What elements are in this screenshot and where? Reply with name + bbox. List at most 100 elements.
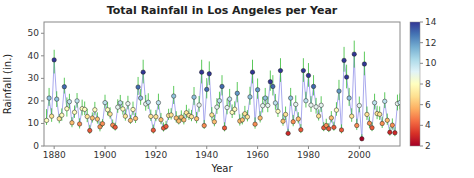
y-tick [41,146,44,147]
data-point [118,101,122,105]
data-point [82,107,86,111]
data-point [347,96,351,100]
y-tick-label: 10 [28,118,40,128]
data-point [233,107,237,111]
data-point [105,108,109,112]
data-point [337,89,341,93]
data-point [202,123,206,127]
x-tick-label: 1900 [94,150,117,160]
data-point [240,118,244,122]
data-point [235,91,239,95]
data-point [217,99,221,103]
data-point [52,58,56,62]
x-tick-label: 1880 [43,150,66,160]
y-tick [41,78,44,79]
data-point [90,116,94,120]
colorbar-tick-label: 10 [425,58,437,68]
data-point [255,88,259,92]
data-point [222,126,226,130]
data-point [205,87,209,91]
data-point [332,125,336,129]
data-point [319,103,323,107]
colorbar-tick [420,125,423,126]
data-point [342,58,346,62]
x-tick [105,146,106,149]
data-point [344,75,348,79]
data-point [212,120,216,124]
data-point [263,96,267,100]
data-point [278,68,282,72]
data-point [360,137,364,141]
chart: 188019001920194019601980200001020304050T… [0,0,474,178]
data-point [121,107,125,111]
data-point [197,103,201,107]
data-point [128,118,132,122]
x-tick-label: 1940 [195,150,218,160]
data-point [215,105,219,109]
colorbar-tick [420,146,423,147]
data-point [67,99,71,103]
data-point [227,97,231,101]
x-tick [206,146,207,149]
data-point [281,119,285,123]
data-point [352,52,356,56]
data-point [380,121,384,125]
data-point [159,118,163,122]
colorbar-tick-label: 14 [425,17,437,27]
data-point [95,117,99,121]
data-point [301,68,305,72]
data-point [192,95,196,99]
colorbar-tick [420,22,423,23]
data-point [123,114,127,118]
data-point [131,107,135,111]
data-point [370,126,374,130]
y-tick-label: 30 [28,73,40,83]
data-point [291,120,295,124]
data-point [309,103,313,107]
data-point [306,73,310,77]
data-point [136,85,140,89]
data-point [108,112,112,116]
data-point [266,103,270,107]
data-point [355,123,359,127]
data-point [311,84,315,88]
data-point [393,131,397,135]
data-point [268,80,272,84]
x-axis-label: Year [210,163,233,174]
data-point [126,101,130,105]
x-tick [54,146,55,149]
colorbar-tick-label: 6 [425,100,431,110]
data-point [327,127,331,131]
data-point [362,62,366,66]
data-point [349,114,353,118]
data-point [210,113,214,117]
data-point [299,128,303,132]
data-point [390,123,394,127]
data-point [273,101,277,105]
data-point [44,118,48,122]
data-point [225,105,229,109]
colorbar-tick-label: 4 [425,120,431,130]
data-point [365,112,369,116]
data-point [49,114,53,118]
data-point [164,124,168,128]
data-point [220,84,224,88]
data-point [334,108,338,112]
data-point [85,114,89,118]
x-tick-label: 1920 [144,150,167,160]
x-tick [359,146,360,149]
data-point [304,99,308,103]
title: Total Rainfall in Los Angeles per Year [107,4,338,17]
data-point [151,128,155,132]
data-point [146,100,150,104]
data-point [100,121,104,125]
data-point [62,85,66,89]
data-point [149,114,153,118]
plot-frame [44,22,400,146]
data-point [116,105,120,109]
data-point [286,131,290,135]
data-point [77,122,81,126]
data-point [276,109,280,113]
data-point [93,108,97,112]
y-axis-label: Rainfall (in.) [2,54,13,115]
